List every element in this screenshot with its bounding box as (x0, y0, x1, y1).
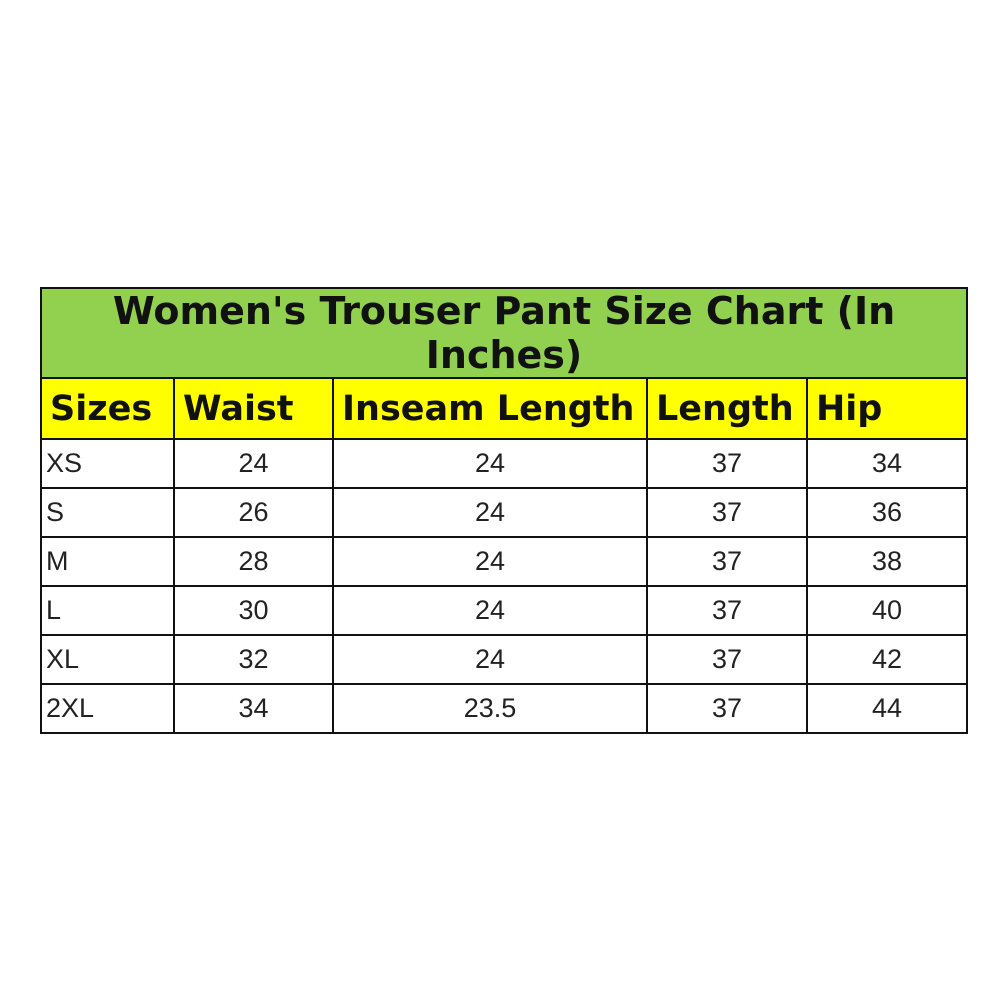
cell-waist: 24 (173, 438, 334, 489)
table-row: XS 24 24 37 34 (40, 438, 969, 489)
cell-length: 37 (646, 536, 808, 587)
header-length: Length (646, 377, 808, 440)
cell-length: 37 (646, 683, 808, 734)
cell-hip: 40 (805, 585, 969, 636)
cell-inseam-length: 24 (332, 487, 648, 538)
cell-size: M (40, 536, 175, 587)
cell-inseam-length: 24 (332, 536, 648, 587)
cell-inseam-length: 24 (332, 585, 648, 636)
cell-size: S (40, 487, 175, 538)
table-row: L 30 24 37 40 (40, 585, 969, 636)
cell-waist: 28 (173, 536, 334, 587)
cell-hip: 36 (805, 487, 969, 538)
size-chart-table: Women's Trouser Pant Size Chart (In Inch… (39, 287, 969, 734)
cell-waist: 26 (173, 487, 334, 538)
table-row: 2XL 34 23.5 37 44 (40, 683, 969, 734)
header-waist: Waist (173, 377, 334, 440)
cell-hip: 42 (805, 634, 969, 685)
cell-size: XS (40, 438, 175, 489)
cell-waist: 30 (173, 585, 334, 636)
cell-length: 37 (646, 487, 808, 538)
cell-hip: 38 (805, 536, 969, 587)
cell-hip: 34 (805, 438, 969, 489)
cell-waist: 32 (173, 634, 334, 685)
cell-waist: 34 (173, 683, 334, 734)
cell-inseam-length: 24 (332, 438, 648, 489)
table-title: Women's Trouser Pant Size Chart (In Inch… (39, 287, 969, 379)
cell-inseam-length: 23.5 (332, 683, 648, 734)
cell-size: 2XL (40, 683, 175, 734)
cell-size: XL (40, 634, 175, 685)
cell-hip: 44 (805, 683, 969, 734)
cell-inseam-length: 24 (332, 634, 648, 685)
cell-length: 37 (646, 634, 808, 685)
header-hip: Hip (805, 377, 969, 440)
table-row: XL 32 24 37 42 (40, 634, 969, 685)
header-sizes: Sizes (40, 377, 175, 440)
table-row: M 28 24 37 38 (40, 536, 969, 587)
header-inseam-length: Inseam Length (332, 377, 648, 440)
table-row: S 26 24 37 36 (40, 487, 969, 538)
cell-length: 37 (646, 585, 808, 636)
cell-size: L (40, 585, 175, 636)
header-row: Sizes Waist Inseam Length Length Hip (40, 377, 969, 440)
cell-length: 37 (646, 438, 808, 489)
